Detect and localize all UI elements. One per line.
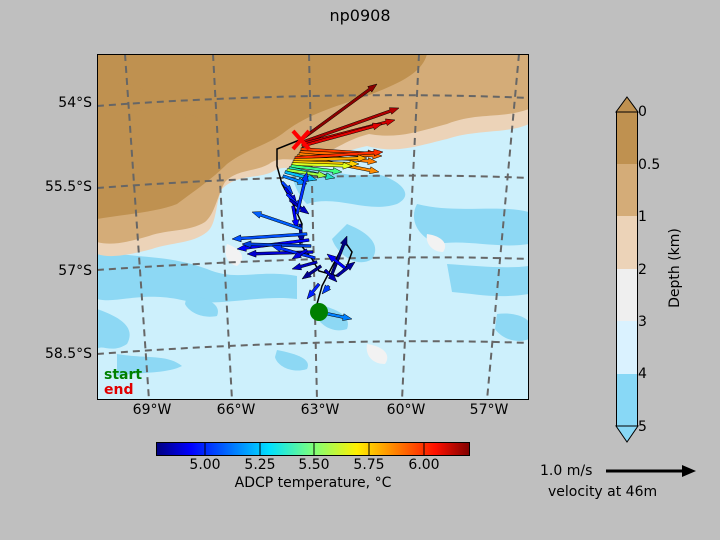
velocity-arrow [291, 260, 318, 271]
scale-depth-label: velocity at 46m [548, 484, 658, 500]
depth-colorbar-label: Depth (km) [667, 228, 683, 308]
lat-label-57: 57°S [58, 263, 92, 279]
velocity-arrow [335, 261, 356, 278]
deep-basin-patches [97, 162, 529, 376]
temp-tick-525: 5.25 [244, 457, 276, 473]
mid-depth-patches [225, 234, 446, 364]
temp-tick-550: 5.50 [298, 457, 330, 473]
graticule [97, 54, 529, 400]
depth-tick-0: 0 [638, 104, 647, 120]
velocity-arrow [251, 211, 303, 231]
legend-start-label: start [104, 367, 143, 383]
depth-colorbar [615, 96, 639, 443]
lon-label-60: 60°W [386, 402, 426, 418]
depth-tick-1: 1 [638, 209, 647, 225]
velocity-arrow [295, 171, 309, 215]
velocity-arrow [301, 122, 383, 148]
velocity-arrow [321, 284, 332, 295]
lon-label-63: 63°W [300, 402, 340, 418]
lat-label-55-5: 55.5°S [44, 179, 92, 195]
lon-label-69: 69°W [132, 402, 172, 418]
velocity-arrow [291, 248, 309, 260]
ship-track [276, 138, 353, 317]
depth-tick-2: 2 [638, 262, 647, 278]
velocity-arrow [291, 205, 300, 230]
temp-tick-600: 6.00 [408, 457, 440, 473]
temperature-colorbar [156, 442, 470, 456]
plot-title: np0908 [329, 6, 391, 25]
velocity-arrow [271, 244, 316, 260]
velocity-arrow [323, 268, 338, 283]
velocity-arrow [330, 235, 348, 275]
temp-tick-500: 5.00 [189, 457, 221, 473]
lat-label-54: 54°S [58, 95, 92, 111]
start-marker [310, 303, 328, 321]
depth-tick-5: 5 [638, 419, 647, 435]
velocity-arrow [301, 264, 323, 280]
velocity-arrow [231, 232, 308, 243]
bathymetry-map [97, 54, 529, 400]
temp-tick-575: 5.75 [353, 457, 385, 473]
lon-label-57: 57°W [469, 402, 509, 418]
depth-tick-3: 3 [638, 314, 647, 330]
end-marker [291, 129, 311, 151]
temperature-colorbar-label: ADCP temperature, °C [234, 475, 392, 491]
velocity-arrow [326, 253, 347, 270]
map-frame [97, 54, 529, 400]
shelf-shallow [97, 54, 427, 219]
lat-label-58-5: 58.5°S [44, 346, 92, 362]
velocity-arrow [293, 154, 368, 163]
velocity-arrows [231, 83, 400, 321]
velocity-arrow [302, 107, 400, 144]
legend-end-label: end [104, 382, 134, 398]
velocity-arrow [290, 164, 343, 175]
velocity-arrow [300, 83, 378, 141]
velocity-arrow [291, 161, 353, 170]
depth-tick-0-5: 0.5 [638, 157, 661, 173]
velocity-arrow [241, 240, 312, 249]
scale-arrow [606, 465, 696, 477]
depth-tick-4: 4 [638, 366, 647, 382]
velocity-arrow [294, 148, 384, 160]
lon-label-66: 66°W [216, 402, 256, 418]
velocity-arrow [306, 282, 321, 300]
scale-speed-label: 1.0 m/s [540, 463, 593, 479]
